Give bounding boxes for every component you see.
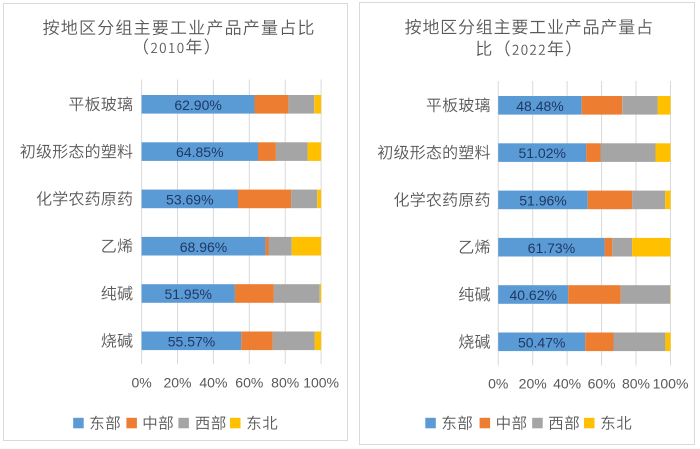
svg-text:50.47%: 50.47% bbox=[518, 334, 565, 350]
svg-text:40%: 40% bbox=[199, 375, 227, 391]
svg-text:51.95%: 51.95% bbox=[164, 286, 211, 302]
svg-text:60%: 60% bbox=[235, 375, 263, 391]
svg-text:48.48%: 48.48% bbox=[516, 98, 563, 114]
svg-text:100%: 100% bbox=[303, 375, 339, 391]
svg-text:40.62%: 40.62% bbox=[509, 287, 556, 303]
svg-text:51.96%: 51.96% bbox=[519, 193, 566, 209]
svg-text:80%: 80% bbox=[622, 376, 650, 392]
svg-text:51.02%: 51.02% bbox=[518, 145, 565, 161]
svg-text:0%: 0% bbox=[131, 375, 151, 391]
svg-text:80%: 80% bbox=[271, 375, 299, 391]
svg-text:64.85%: 64.85% bbox=[176, 144, 223, 160]
svg-text:20%: 20% bbox=[163, 375, 191, 391]
svg-text:20%: 20% bbox=[519, 376, 547, 392]
svg-text:55.57%: 55.57% bbox=[168, 333, 215, 349]
svg-text:60%: 60% bbox=[588, 376, 616, 392]
svg-text:0%: 0% bbox=[488, 376, 508, 392]
svg-text:40%: 40% bbox=[553, 376, 581, 392]
svg-text:53.69%: 53.69% bbox=[166, 192, 213, 208]
svg-text:100%: 100% bbox=[653, 376, 689, 392]
svg-text:62.90%: 62.90% bbox=[174, 97, 221, 113]
svg-text:68.96%: 68.96% bbox=[180, 239, 227, 255]
svg-text:61.73%: 61.73% bbox=[528, 240, 575, 256]
